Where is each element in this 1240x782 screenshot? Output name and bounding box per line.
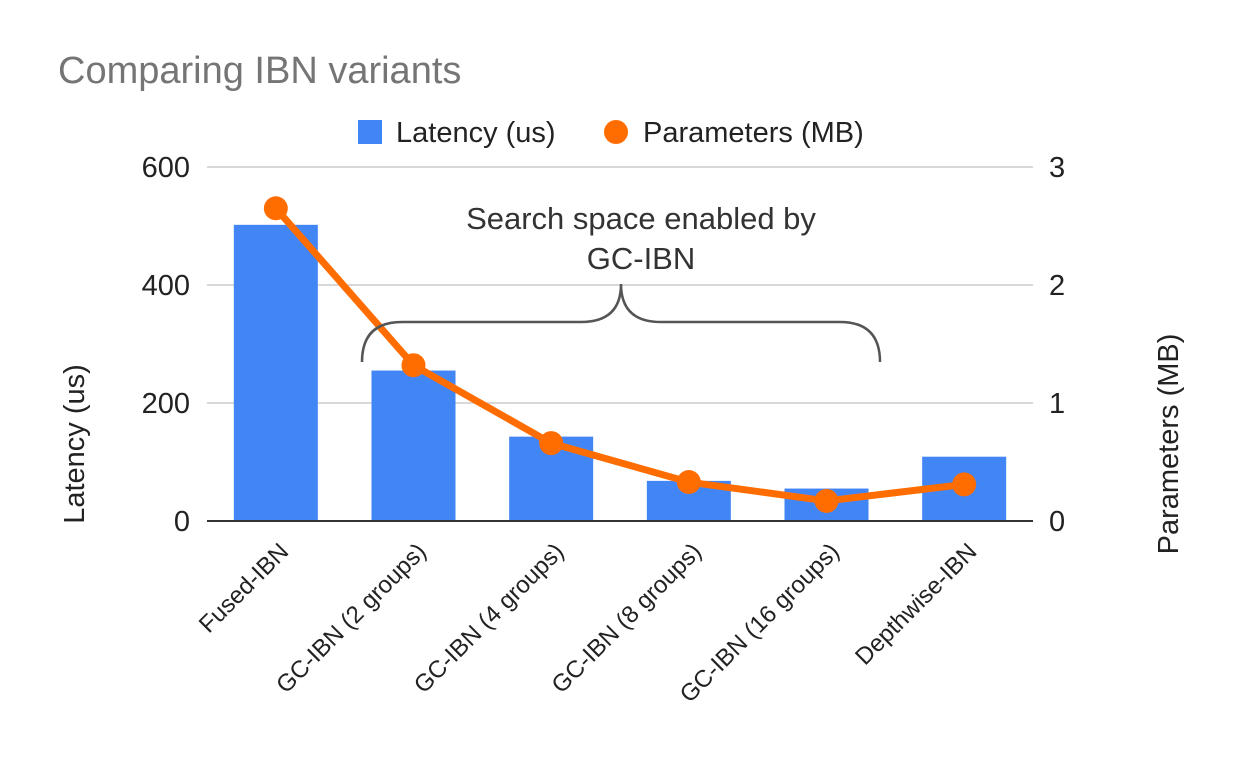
category-label: GC-IBN (2 groups) bbox=[271, 538, 432, 699]
annotation-brace bbox=[360, 283, 882, 363]
category-label: Depthwise-IBN bbox=[850, 538, 982, 670]
latency-bar bbox=[371, 370, 456, 521]
y2-tick-label: 0 bbox=[1049, 506, 1065, 538]
parameters-point bbox=[676, 470, 701, 495]
legend-swatch-latency bbox=[358, 120, 382, 144]
parameters-point bbox=[401, 353, 426, 378]
parameters-point bbox=[539, 431, 564, 456]
y-tick-label: 0 bbox=[174, 506, 190, 538]
left-axis-ticks: 0 200 400 600 bbox=[142, 152, 190, 538]
legend-label-latency: Latency (us) bbox=[396, 117, 556, 149]
y2-tick-label: 1 bbox=[1049, 388, 1065, 420]
legend-swatch-parameters bbox=[604, 120, 628, 144]
y-tick-label: 200 bbox=[142, 388, 190, 420]
annotation-line-2: GC-IBN bbox=[587, 241, 696, 276]
latency-bar bbox=[233, 224, 318, 521]
chart-title: Comparing IBN variants bbox=[58, 50, 461, 92]
annotation: Search space enabled by GC-IBN bbox=[360, 201, 882, 363]
right-axis-ticks: 0 1 2 3 bbox=[1049, 152, 1065, 538]
category-label: Fused-IBN bbox=[194, 538, 294, 638]
parameters-point bbox=[952, 472, 977, 497]
category-label: GC-IBN (4 groups) bbox=[409, 538, 570, 699]
y2-tick-label: 3 bbox=[1049, 152, 1065, 184]
y2-axis-title: Parameters (MB) bbox=[1153, 334, 1185, 555]
annotation-line-1: Search space enabled by bbox=[466, 201, 816, 236]
y-tick-label: 400 bbox=[142, 270, 190, 302]
parameters-point bbox=[814, 488, 839, 513]
category-label: GC-IBN (8 groups) bbox=[547, 538, 708, 699]
parameters-point bbox=[263, 196, 288, 221]
y-axis-title: Latency (us) bbox=[59, 364, 91, 524]
parameters-line bbox=[272, 204, 968, 505]
legend: Latency (us) Parameters (MB) bbox=[358, 117, 864, 149]
legend-label-parameters: Parameters (MB) bbox=[643, 117, 864, 149]
y2-tick-label: 2 bbox=[1049, 270, 1065, 302]
y-tick-label: 600 bbox=[142, 152, 190, 184]
parameters-line-series bbox=[263, 196, 977, 513]
